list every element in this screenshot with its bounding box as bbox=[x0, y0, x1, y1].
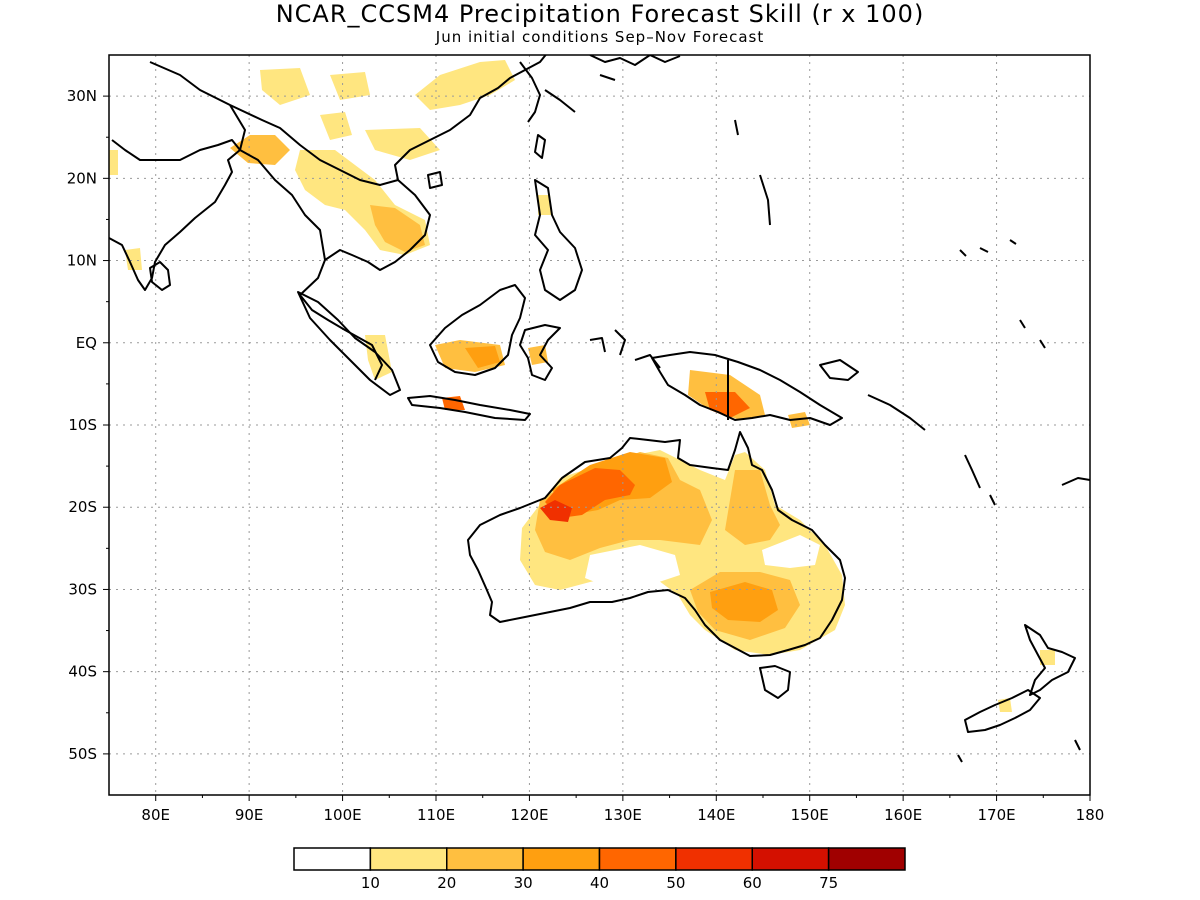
colorbar: 10 20 30 40 50 60 75 bbox=[293, 847, 906, 892]
lon-tick-label: 90E bbox=[235, 806, 264, 824]
colorbar-bin bbox=[827, 847, 906, 871]
colorbar-label: 20 bbox=[437, 874, 456, 892]
colorbar-label: 60 bbox=[743, 874, 762, 892]
colorbar-label: 75 bbox=[819, 874, 838, 892]
chart-title: NCAR_CCSM4 Precipitation Forecast Skill … bbox=[275, 0, 925, 28]
coastline-tasmania bbox=[759, 665, 791, 699]
coastline-new-zealand-north bbox=[1024, 624, 1076, 696]
lat-tick-label: 10N bbox=[67, 252, 97, 270]
colorbar-bin bbox=[751, 847, 830, 871]
lon-tick-label: 130E bbox=[604, 806, 642, 824]
lat-tick-label: 40S bbox=[68, 663, 97, 681]
coastline-solomons bbox=[867, 394, 926, 431]
colorbar-bin bbox=[446, 847, 524, 871]
latitude-axis: 30N 20N 10N EQ 10S 20S 30S 40S 50S bbox=[67, 87, 109, 763]
lon-tick-label: 160E bbox=[884, 806, 922, 824]
coastline-hainan bbox=[427, 171, 443, 189]
skill-region-china-c bbox=[260, 68, 310, 105]
coastline-fiji bbox=[1061, 477, 1090, 486]
coastline-sumatra bbox=[297, 291, 401, 396]
coastline-china-border bbox=[149, 61, 399, 186]
skill-region-indochina-30 bbox=[370, 205, 425, 252]
coastline-india bbox=[109, 139, 241, 291]
lon-tick-label: 140E bbox=[697, 806, 735, 824]
lon-tick-label: 100E bbox=[324, 806, 362, 824]
skill-region-australia-30b bbox=[725, 470, 780, 545]
coastline-pacific-islands bbox=[734, 119, 1081, 763]
skill-region-bangladesh bbox=[230, 135, 290, 165]
lon-tick-label: 80E bbox=[141, 806, 170, 824]
coastline-philippines bbox=[534, 179, 583, 301]
coastline-srilanka bbox=[149, 261, 171, 291]
lon-tick-label: 110E bbox=[417, 806, 455, 824]
coastline-vanuatu bbox=[964, 454, 996, 506]
lat-tick-label: 20S bbox=[68, 498, 97, 516]
chart-subtitle: Jun initial conditions Sep–Nov Forecast bbox=[435, 28, 765, 46]
skill-region-australia-40b bbox=[710, 582, 778, 622]
skill-shading bbox=[109, 60, 1055, 712]
coastline-indochina bbox=[239, 55, 547, 381]
coastline-java bbox=[407, 395, 531, 421]
lat-tick-label: EQ bbox=[76, 334, 97, 352]
longitude-axis: 80E 90E 100E 110E 120E 130E 140E 150E 160E 170E 18… bbox=[141, 795, 1104, 824]
coastline-new-guinea bbox=[651, 351, 843, 426]
skill-region-china-e bbox=[365, 128, 440, 160]
lat-tick-label: 20N bbox=[67, 169, 97, 187]
colorbar-label: 40 bbox=[590, 874, 609, 892]
skill-region-china-a bbox=[415, 60, 515, 110]
gridlines bbox=[109, 55, 1090, 795]
coastlines bbox=[109, 55, 1090, 763]
lon-tick-label: 150E bbox=[791, 806, 829, 824]
skill-region-newzealand bbox=[1040, 650, 1055, 665]
lat-tick-label: 30N bbox=[67, 87, 97, 105]
colorbar-label: 50 bbox=[666, 874, 685, 892]
skill-region-australia-60 bbox=[540, 500, 572, 522]
colorbar-bin bbox=[369, 847, 448, 871]
skill-region-india-south bbox=[125, 248, 142, 270]
skill-region-australia-low2 bbox=[585, 545, 680, 588]
colorbar-bin bbox=[675, 847, 753, 871]
coastline-korea bbox=[519, 61, 541, 123]
lat-tick-label: 50S bbox=[68, 745, 97, 763]
colorbar-bin bbox=[522, 847, 601, 871]
coastline-borneo bbox=[429, 284, 526, 376]
skill-region-australia-low bbox=[762, 535, 820, 568]
coastline-new-zealand-south bbox=[964, 689, 1041, 733]
coastline-new-britain bbox=[819, 359, 859, 381]
skill-region-borneo-40 bbox=[465, 346, 500, 368]
lat-tick-label: 30S bbox=[68, 580, 97, 598]
coastline-moluccas bbox=[589, 329, 661, 369]
colorbar-bin bbox=[293, 847, 372, 871]
skill-region-india-west bbox=[109, 150, 118, 175]
lon-tick-label: 180 bbox=[1076, 806, 1105, 824]
skill-region-china-d bbox=[320, 112, 352, 140]
coastline-japan bbox=[544, 55, 681, 113]
skill-region-china-b bbox=[330, 72, 370, 100]
colorbar-label: 10 bbox=[361, 874, 380, 892]
skill-region-australia-50 bbox=[545, 468, 635, 518]
coastline-sulawesi bbox=[519, 324, 561, 381]
lon-tick-label: 120E bbox=[510, 806, 548, 824]
lon-tick-label: 170E bbox=[978, 806, 1016, 824]
coastline-taiwan bbox=[534, 134, 546, 159]
colorbar-label: 30 bbox=[514, 874, 533, 892]
lat-tick-label: 10S bbox=[68, 416, 97, 434]
skill-region-philippines bbox=[538, 195, 552, 215]
coastline-australia bbox=[467, 431, 846, 657]
colorbar-bin bbox=[598, 847, 677, 871]
